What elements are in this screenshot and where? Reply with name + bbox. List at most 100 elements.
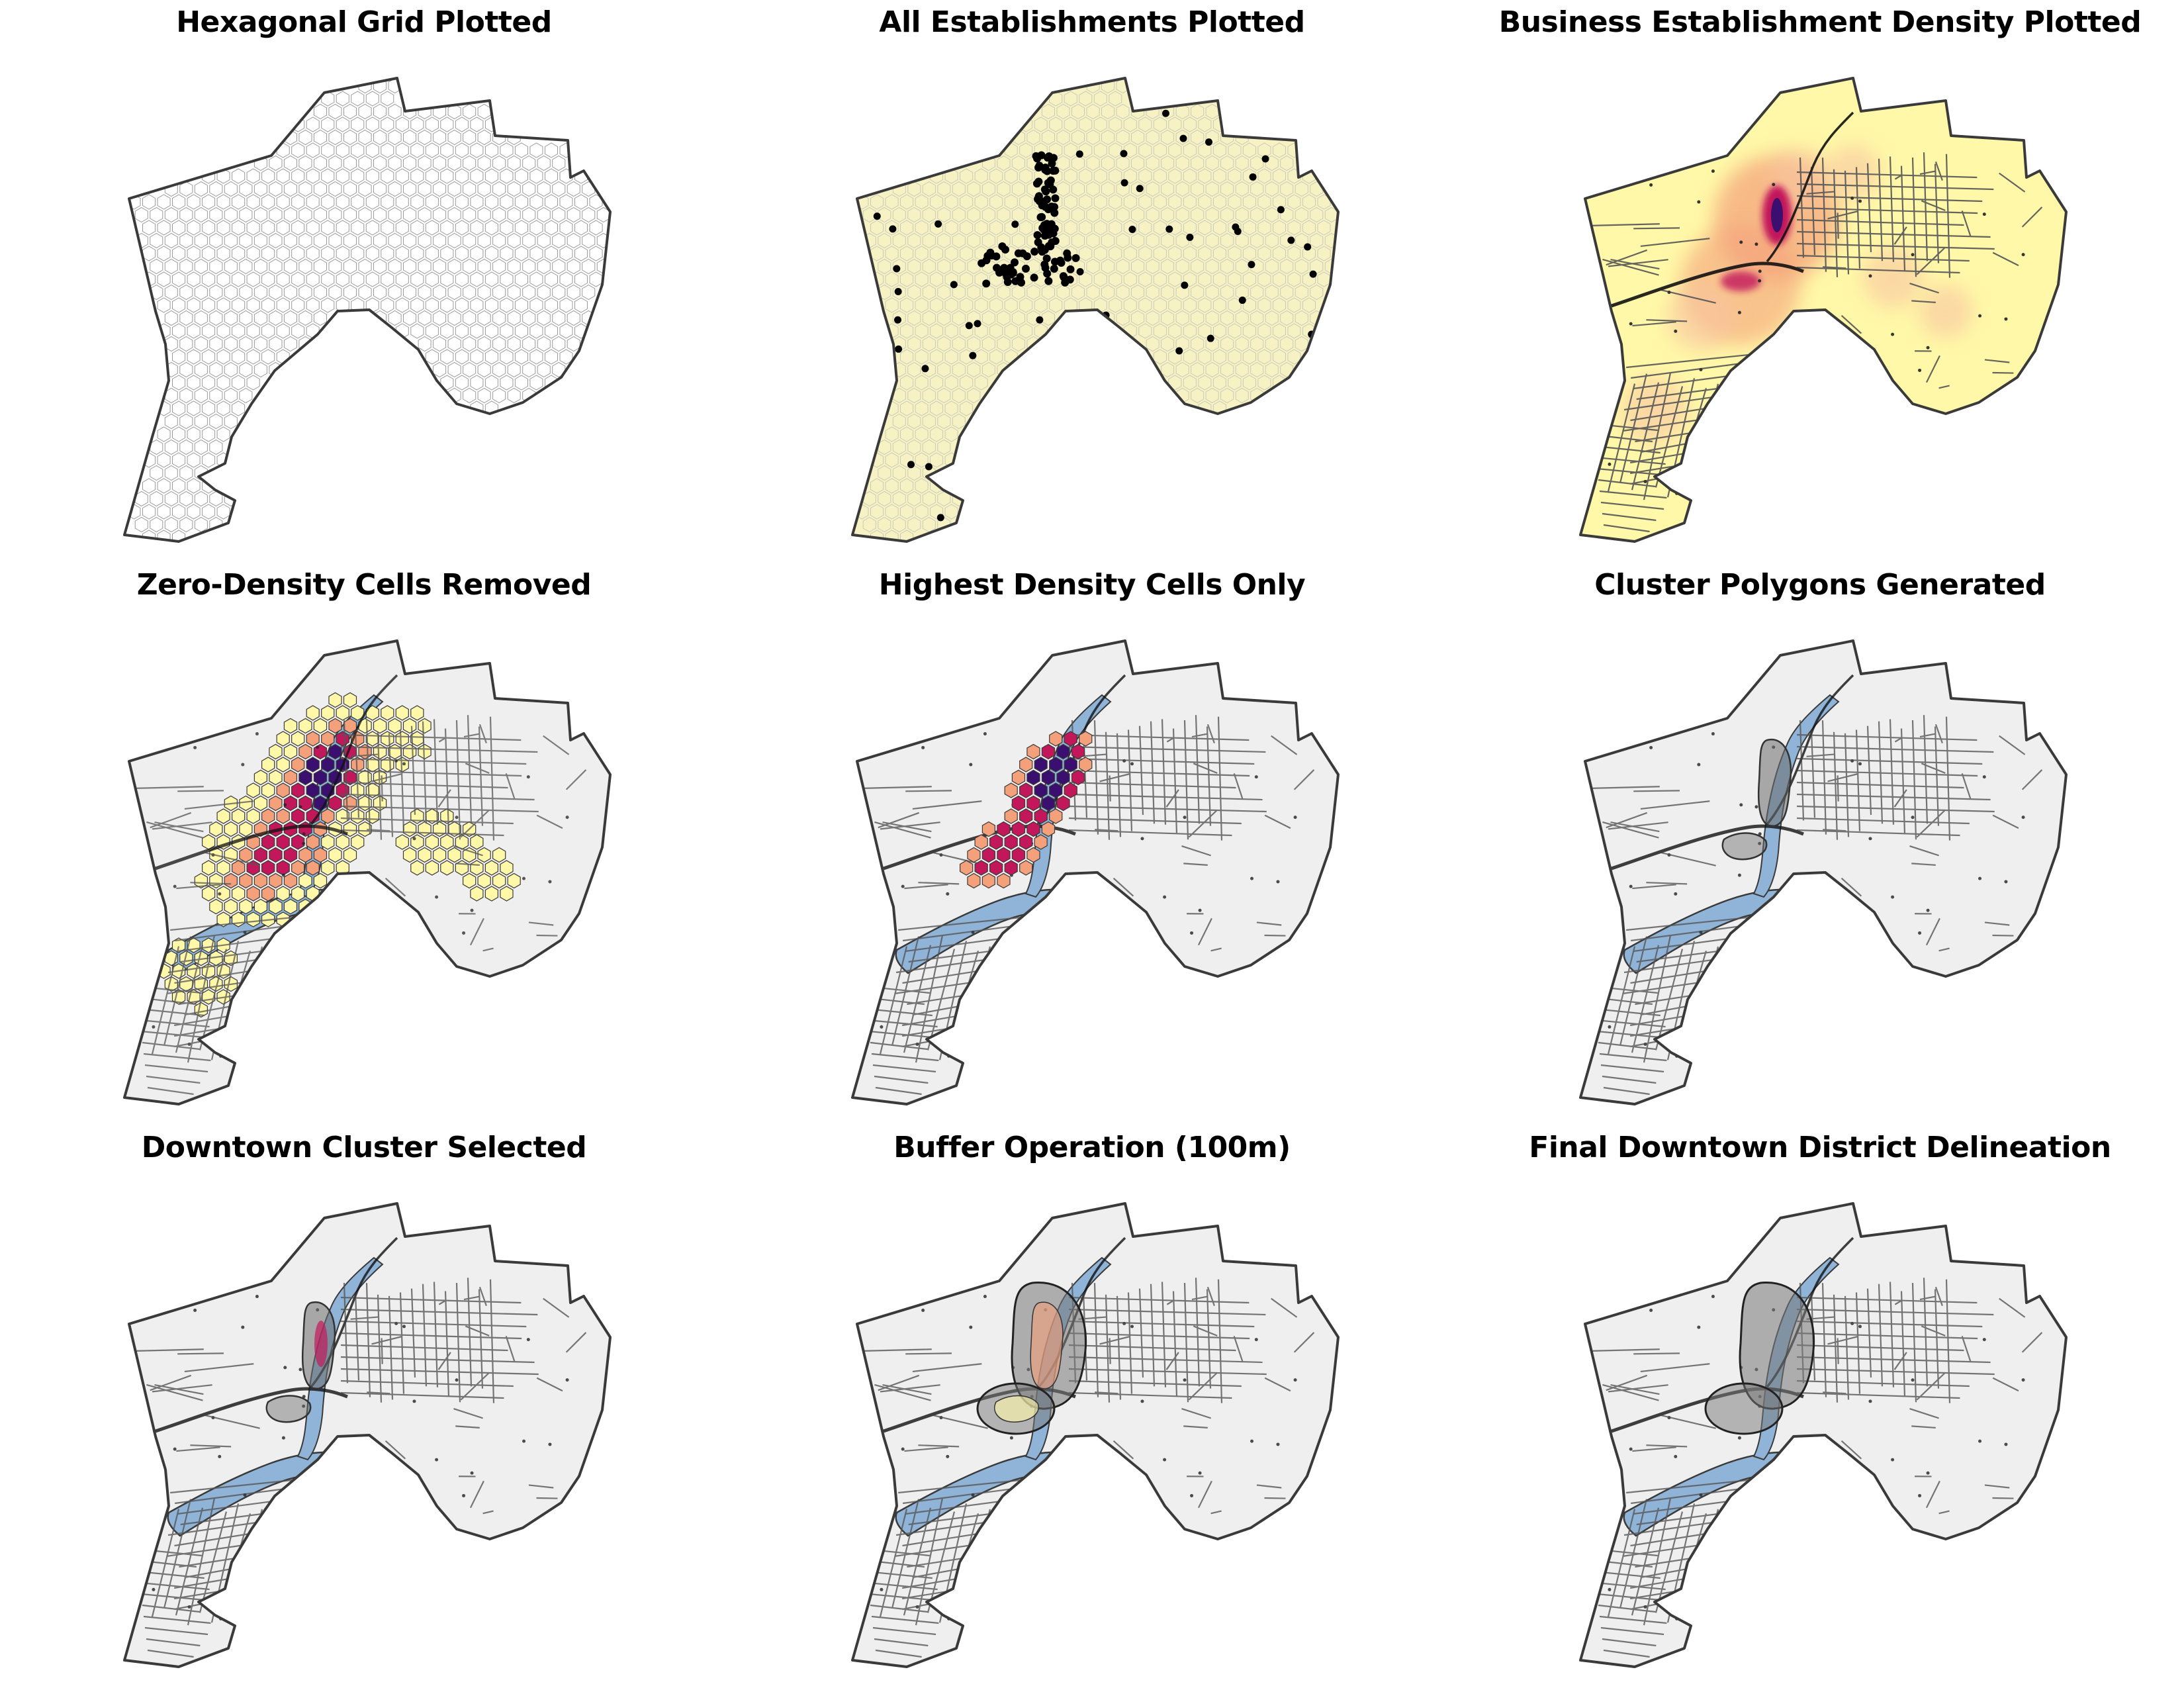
street: [1068, 1308, 1266, 1316]
hex-cell: [1131, 284, 1145, 301]
density-glow: [1668, 285, 1734, 351]
hex-cell: [343, 847, 357, 863]
hex-cell: [336, 91, 349, 107]
panel-title: Zero-Density Cells Removed: [136, 568, 592, 602]
highway: [310, 674, 398, 825]
street: [377, 1499, 406, 1623]
establishment-point: [1030, 248, 1039, 256]
street-node: [1697, 200, 1701, 204]
street: [1827, 211, 1858, 220]
hex-cell: [870, 478, 884, 494]
establishment-point: [1034, 195, 1042, 203]
hex-cell: [500, 168, 514, 184]
hex-cell: [321, 117, 335, 132]
hex-cell: [232, 220, 246, 236]
hex-cell: [937, 284, 951, 301]
street: [1938, 1510, 1950, 1515]
establishment-point: [889, 225, 897, 233]
street: [867, 1019, 938, 1028]
hex-cell: [298, 181, 312, 197]
hex-cell: [291, 731, 305, 747]
hex-cell: [514, 271, 528, 287]
street: [399, 1292, 405, 1394]
hex-cell: [514, 220, 528, 236]
street-node: [915, 1605, 919, 1609]
street-node: [211, 853, 215, 857]
street-node: [302, 832, 306, 836]
hex-cell: [455, 220, 469, 236]
street-node: [1198, 908, 1202, 912]
hex-cell: [1034, 834, 1048, 850]
hex-cell: [343, 181, 357, 197]
hex-cell: [157, 220, 171, 236]
hex-cell: [500, 886, 514, 902]
hex-cell: [232, 271, 246, 287]
street: [1068, 1320, 1255, 1328]
hex-cell: [365, 91, 379, 107]
hex-cell: [336, 194, 349, 210]
hex-cell: [358, 284, 372, 301]
hex-cell: [1138, 168, 1152, 184]
street: [1889, 1282, 1895, 1387]
hex-cell: [1079, 220, 1093, 236]
street: [1900, 1291, 1906, 1397]
hex-cell: [1168, 297, 1182, 313]
street: [1845, 942, 1874, 1049]
street: [1172, 728, 1178, 834]
hex-cell: [194, 872, 208, 889]
hex-cell: [172, 271, 186, 287]
hex-cell: [1273, 142, 1286, 158]
street: [1233, 773, 1244, 799]
hex-cell: [1153, 323, 1167, 339]
hex-cell: [418, 129, 432, 146]
street: [365, 1283, 371, 1397]
hex-cell: [239, 361, 253, 378]
hex-cell: [269, 258, 283, 275]
hex-cell: [1228, 194, 1242, 210]
street: [543, 1297, 570, 1318]
hex-cell: [477, 258, 491, 275]
hex-cell: [582, 207, 596, 223]
hex-cell: [537, 181, 551, 197]
hex-cell: [952, 207, 966, 223]
street-node: [191, 713, 195, 717]
hex-cell: [1302, 220, 1316, 236]
street-node: [1895, 506, 1899, 510]
street: [1923, 152, 1929, 261]
hex-cell: [1026, 769, 1040, 786]
street-node: [462, 931, 466, 935]
street: [1889, 719, 1895, 825]
hex-cell: [492, 310, 506, 326]
hex-cell: [922, 387, 936, 404]
hex-cell: [1041, 795, 1056, 812]
street: [154, 821, 204, 833]
street-node: [1831, 924, 1835, 928]
hex-cell: [997, 207, 1011, 223]
hex-cell: [937, 181, 951, 197]
hex-cell: [1049, 731, 1063, 747]
hex-cell: [529, 271, 543, 287]
hex-cell: [291, 782, 305, 798]
hex-cell: [1280, 284, 1294, 301]
hex-cell: [1161, 284, 1175, 301]
hex-cell: [989, 860, 1003, 876]
hex-cell: [937, 336, 951, 352]
hex-cell: [1168, 271, 1182, 287]
street: [1823, 1391, 1846, 1395]
street: [401, 935, 430, 1064]
hex-cell: [216, 375, 230, 391]
hex-cell: [878, 516, 891, 533]
street: [489, 1279, 495, 1403]
street: [998, 937, 1027, 1041]
street-node: [1142, 1476, 1146, 1480]
street-node: [1982, 212, 1986, 216]
hex-cell: [470, 117, 484, 132]
hex-cell: [559, 297, 573, 313]
hex-cell: [283, 718, 298, 734]
hex-cell: [892, 465, 906, 481]
street: [340, 1368, 539, 1376]
street: [1796, 254, 1970, 262]
street-node: [193, 745, 197, 749]
hex-cell: [567, 284, 580, 301]
hex-cell: [1250, 155, 1264, 171]
